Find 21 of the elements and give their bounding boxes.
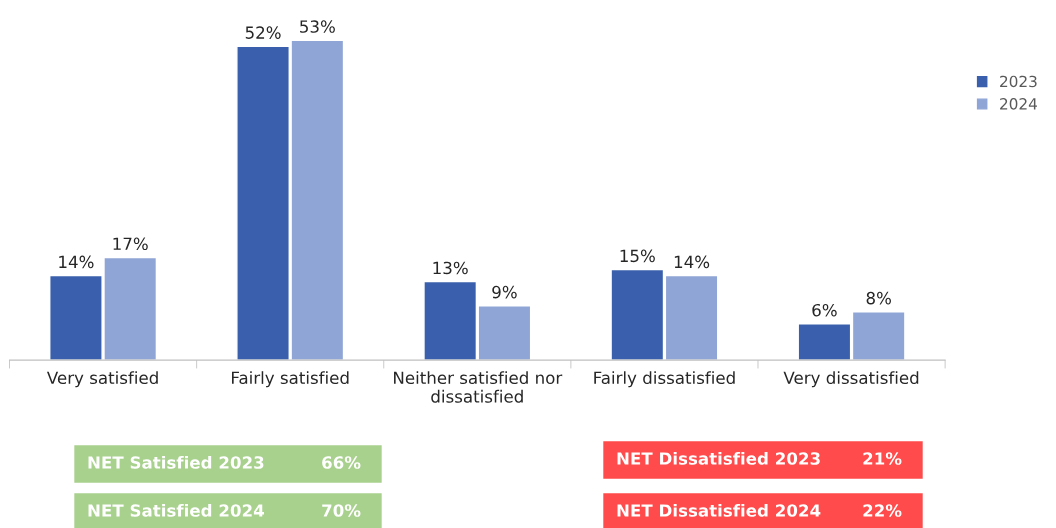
data-label: 14% <box>674 255 710 269</box>
data-label: 53% <box>300 20 335 33</box>
legend-label: 2024 <box>1000 98 1037 110</box>
data-label: 52% <box>245 26 281 39</box>
data-label: 8% <box>866 291 891 305</box>
legend-label: 2023 <box>1000 75 1037 88</box>
x-tick-label: Neither satisfied nor dissatisfied <box>394 371 563 403</box>
text: NET Dissatisfied 2023 21% <box>617 451 902 465</box>
text: NET Dissatisfied 2024 22% <box>617 503 902 517</box>
x-tick-label: Very dissatisfied <box>783 371 919 388</box>
x-tick-label: Fairly dissatisfied <box>594 371 735 388</box>
x-tick-label: Very satisfied <box>46 371 158 388</box>
data-label: 9% <box>492 285 517 299</box>
x-tick-label: Fairly satisfied <box>232 371 349 388</box>
text: NET Satisfied 2024 70% <box>88 503 361 517</box>
data-label: 15% <box>620 249 655 263</box>
data-label: 13% <box>433 261 468 275</box>
text: NET Satisfied 2023 66% <box>88 455 361 469</box>
data-label: 6% <box>812 303 837 317</box>
data-label: 17% <box>113 237 148 251</box>
data-label: 14% <box>59 255 94 269</box>
